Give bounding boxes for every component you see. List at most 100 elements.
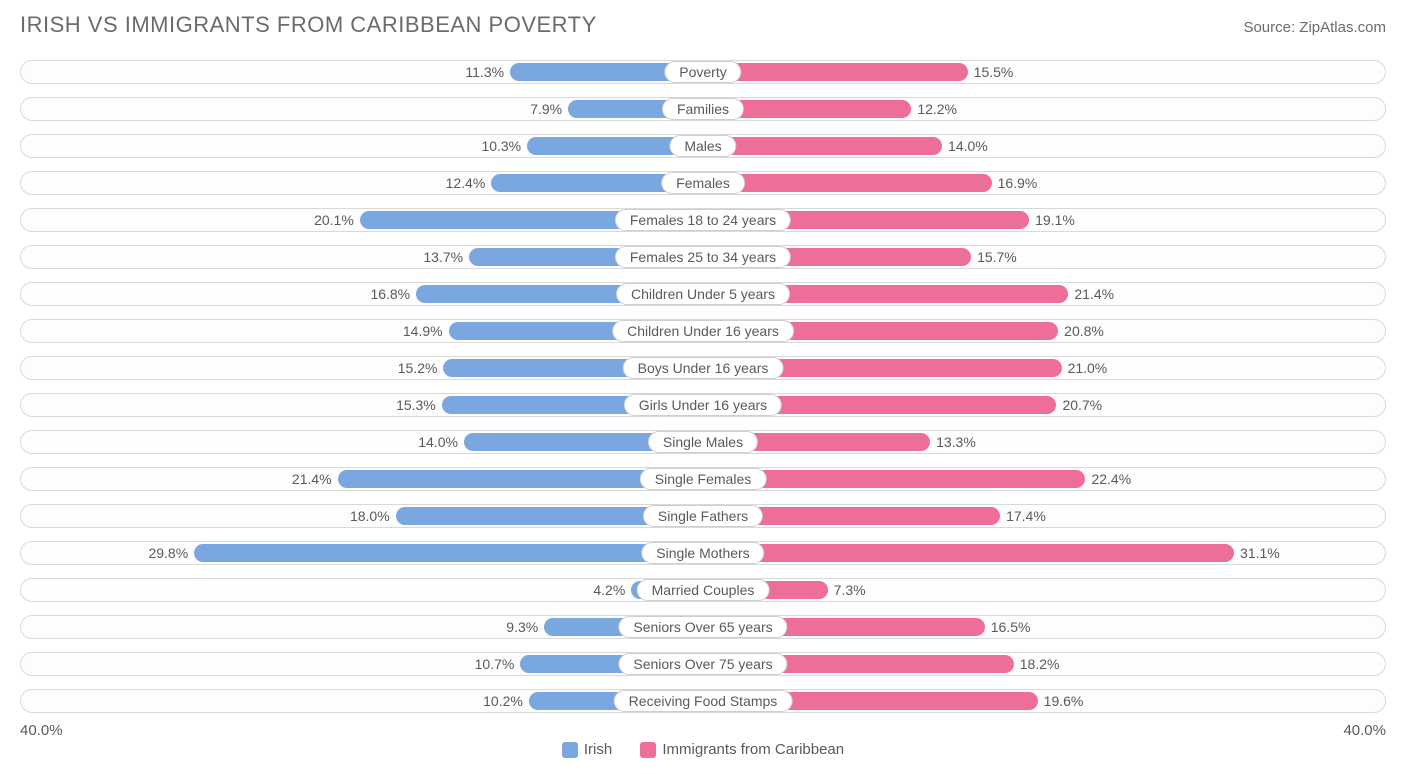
value-label-left: 20.1% [280,204,360,236]
row-left-half: 20.1% [20,204,703,236]
category-pill: Females [661,172,745,194]
axis-left-max: 40.0% [20,722,63,739]
chart-row: 10.2%19.6%Receiving Food Stamps [20,685,1386,717]
value-label-left: 4.2% [551,574,631,606]
row-left-half: 14.0% [20,426,703,458]
category-pill: Girls Under 16 years [624,394,782,416]
legend-item-right: Immigrants from Caribbean [640,741,844,758]
chart-row: 15.3% 20.7% Girls Under 16 years [20,389,1386,421]
category-pill: Poverty [664,61,741,83]
value-label-left: 10.7% [440,648,520,680]
chart-row: 11.3% 15.5%Poverty [20,56,1386,88]
value-label-right: 19.6% [1038,685,1118,717]
value-label-right: 22.4% [1085,463,1165,495]
value-label-right: 14.0% [942,130,1022,162]
row-left-half: 21.4% [20,463,703,495]
axis-right-max: 40.0% [1343,722,1386,739]
chart-row: 10.3%14.0%Males [20,130,1386,162]
chart-row: 14.9% 20.8% Children Under 16 years [20,315,1386,347]
value-label-left: 14.0% [384,426,464,458]
value-label-left: 15.2% [363,352,443,384]
row-right-half: 16.5% [703,611,1386,643]
row-left-half: 12.4% [20,167,703,199]
row-left-half: 18.0% [20,500,703,532]
row-right-half: 21.0% [703,352,1386,384]
value-label-left: 12.4% [411,167,491,199]
chart-row: 29.8%31.1%Single Mothers [20,537,1386,569]
chart-row: 16.8% 21.4%Children Under 5 years [20,278,1386,310]
row-right-half: 21.4% [703,278,1386,310]
value-label-left: 29.8% [114,537,194,569]
chart-row: 14.0% 13.3% Single Males [20,426,1386,458]
value-label-right: 17.4% [1000,500,1080,532]
legend-label-right: Immigrants from Caribbean [662,741,844,758]
bar-right [703,174,992,192]
row-right-half: 17.4% [703,500,1386,532]
row-right-half: 13.3% [703,426,1386,458]
chart-row: 21.4%22.4%Single Females [20,463,1386,495]
row-left-half: 9.3% [20,611,703,643]
value-label-left: 14.9% [369,315,449,347]
row-right-half: 19.6% [703,685,1386,717]
row-right-half: 15.5% [703,56,1386,88]
category-pill: Females 25 to 34 years [615,246,791,268]
legend: Irish Immigrants from Caribbean [20,741,1386,762]
chart-row: 9.3% 16.5% Seniors Over 65 years [20,611,1386,643]
value-label-left: 16.8% [336,278,416,310]
chart-area: 11.3%15.5%Poverty7.9%12.2%Families10.3%1… [20,56,1386,717]
value-label-right: 21.0% [1062,352,1142,384]
category-pill: Seniors Over 75 years [618,653,787,675]
value-label-left: 18.0% [316,500,396,532]
header: IRISH VS IMMIGRANTS FROM CARIBBEAN POVER… [20,12,1386,38]
value-label-left: 11.3% [430,56,510,88]
category-pill: Married Couples [637,579,770,601]
value-label-right: 20.7% [1056,389,1136,421]
category-pill: Children Under 16 years [612,320,794,342]
row-left-half: 15.3% [20,389,703,421]
category-pill: Single Fathers [643,505,763,527]
legend-item-left: Irish [562,741,612,758]
value-label-left: 7.9% [488,93,568,125]
row-left-half: 7.9% [20,93,703,125]
chart-row: 15.2%21.0%Boys Under 16 years [20,352,1386,384]
bar-right [703,63,968,81]
legend-swatch-left [562,742,578,758]
value-label-right: 19.1% [1029,204,1109,236]
chart-row: 10.7% 18.2% Seniors Over 75 years [20,648,1386,680]
category-pill: Females 18 to 24 years [615,209,791,231]
bar-right [703,137,942,155]
row-right-half: 20.7% [703,389,1386,421]
row-left-half: 14.9% [20,315,703,347]
category-pill: Families [662,98,744,120]
row-left-half: 11.3% [20,56,703,88]
row-left-half: 13.7% [20,241,703,273]
axis-row: 40.0% 40.0% [20,722,1386,739]
value-label-right: 18.2% [1014,648,1094,680]
row-right-half: 31.1% [703,537,1386,569]
value-label-left: 15.3% [362,389,442,421]
value-label-right: 20.8% [1058,315,1138,347]
row-right-half: 7.3% [703,574,1386,606]
row-left-half: 15.2% [20,352,703,384]
row-right-half: 20.8% [703,315,1386,347]
bar-left [194,544,703,562]
legend-label-left: Irish [584,741,612,758]
value-label-right: 16.9% [992,167,1072,199]
category-pill: Seniors Over 65 years [618,616,787,638]
chart-row: 13.7%15.7%Females 25 to 34 years [20,241,1386,273]
row-right-half: 14.0% [703,130,1386,162]
category-pill: Males [669,135,736,157]
category-pill: Children Under 5 years [616,283,790,305]
value-label-left: 21.4% [258,463,338,495]
value-label-right: 13.3% [930,426,1010,458]
row-right-half: 22.4% [703,463,1386,495]
value-label-right: 7.3% [828,574,908,606]
chart-row: 7.9%12.2%Families [20,93,1386,125]
legend-swatch-right [640,742,656,758]
chart-row: 18.0% 17.4% Single Fathers [20,500,1386,532]
value-label-right: 16.5% [985,611,1065,643]
row-left-half: 16.8% [20,278,703,310]
row-left-half: 10.7% [20,648,703,680]
value-label-left: 10.2% [449,685,529,717]
category-pill: Single Males [648,431,758,453]
